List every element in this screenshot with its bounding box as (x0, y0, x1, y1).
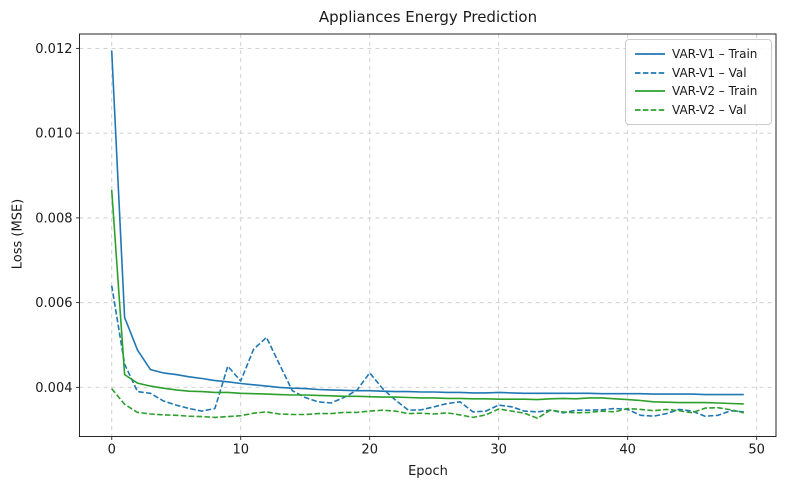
y-tick-label: 0.010 (35, 127, 72, 142)
legend-label: VAR-V2 – Train (672, 84, 758, 99)
x-tick-label: 50 (748, 443, 765, 458)
y-axis-label: Loss (MSE) (10, 198, 26, 270)
x-tick-label: 0 (108, 443, 116, 458)
series-line-var-v1-val (110, 285, 744, 418)
legend-label: VAR-V1 – Val (672, 65, 747, 80)
x-axis-label: Epoch (408, 464, 448, 479)
legend-swatch-dashed-line-icon (635, 108, 665, 111)
series-line-var-v2-train (110, 189, 744, 405)
chart-title: Appliances Energy Prediction (318, 8, 538, 26)
x-tick-label: 30 (490, 443, 507, 458)
legend-label: VAR-V2 – Val (672, 102, 747, 117)
legend-label: VAR-V1 – Train (672, 47, 758, 62)
legend-swatch-solid-line-icon (635, 90, 665, 93)
series-line-var-v1-train (110, 50, 744, 396)
y-tick-label: 0.006 (35, 296, 72, 311)
x-tick-label: 40 (619, 443, 636, 458)
legend-row: VAR-V1 – Val (635, 64, 771, 83)
legend: VAR-V1 – Train VAR-V1 – Val VAR-V2 – Train… (625, 39, 772, 125)
x-tick-label: 20 (361, 443, 378, 458)
y-tick-label: 0.008 (35, 211, 72, 226)
legend-swatch-dashed-line-icon (635, 71, 665, 74)
legend-row: VAR-V2 – Train (635, 82, 771, 101)
axes-spines (79, 33, 777, 437)
series-line-var-v2-val (111, 388, 744, 420)
legend-swatch-solid-line-icon (635, 53, 665, 56)
y-tick-label: 0.004 (35, 381, 72, 396)
x-tick-label: 10 (232, 443, 249, 458)
y-tick-label: 0.012 (35, 42, 72, 57)
legend-row: VAR-V2 – Val (635, 101, 771, 120)
legend-row: VAR-V1 – Train (635, 45, 771, 64)
